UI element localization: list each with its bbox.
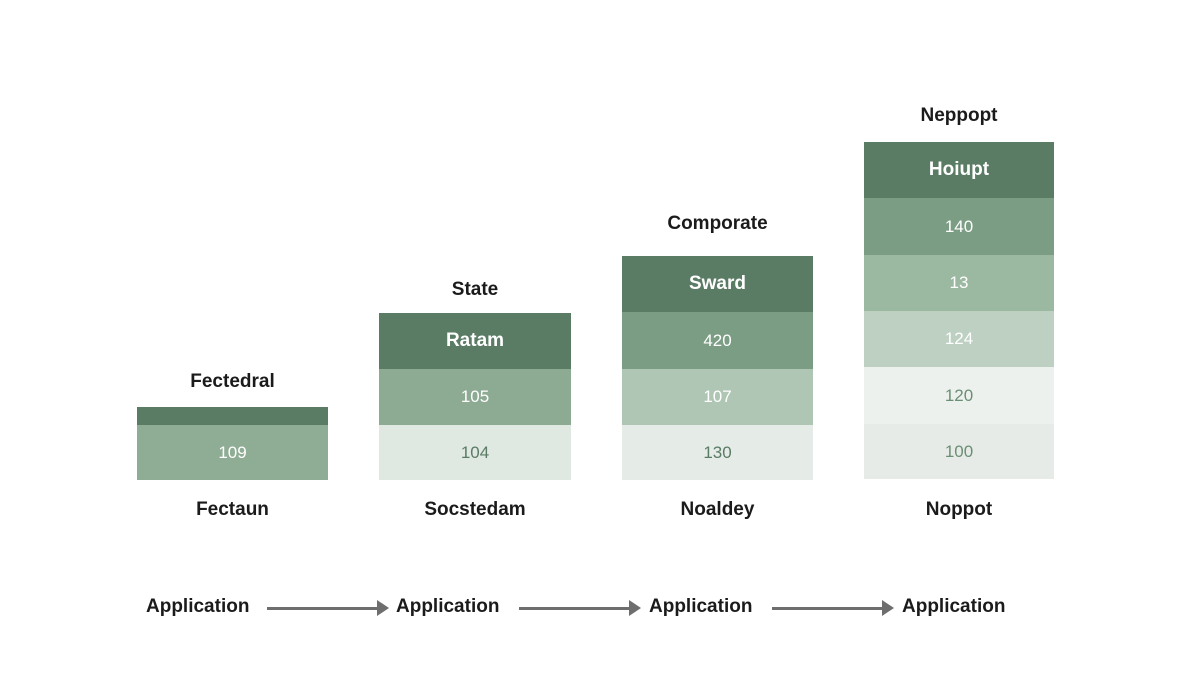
column-federal: Fectedral 109 Fectaun (137, 360, 328, 530)
column-title: Fectedral (190, 371, 275, 392)
block-stack: Sward 420 107 130 (622, 256, 813, 480)
column-nonprofit: Neppopt Hoiupt 140 13 124 120 100 Noppot (864, 100, 1054, 530)
column-label: Noaldey (680, 499, 755, 520)
column-label: Noppot (925, 499, 993, 520)
header-block: Sward (622, 256, 813, 312)
block-stack: 109 (137, 407, 328, 480)
value-block: 420 (622, 312, 813, 369)
header-block (137, 407, 328, 425)
block-stack: Hoiupt 140 13 124 120 100 (864, 142, 1054, 479)
flow-step: Application (649, 596, 753, 617)
header-block: Hoiupt (864, 142, 1054, 198)
column-state: State Ratam 105 104 Socstedam (379, 270, 571, 530)
block-stack: Ratam 105 104 (379, 313, 571, 480)
column-title: State (451, 279, 499, 300)
column-label: Fectaun (196, 499, 269, 520)
column-title: Comporate (667, 213, 768, 234)
column-label: Socstedam (424, 499, 526, 520)
header-block: Ratam (379, 313, 571, 369)
value-block: 140 (864, 198, 1054, 255)
value-block: 100 (864, 424, 1054, 479)
flow-step: Application (146, 596, 250, 617)
value-block: 124 (864, 311, 1054, 367)
arrow-right-icon (267, 598, 389, 618)
value-block: 105 (379, 369, 571, 425)
value-block: 13 (864, 255, 1054, 311)
value-block: 107 (622, 369, 813, 425)
column-title: Neppopt (920, 105, 998, 126)
value-block: 130 (622, 425, 813, 480)
arrow-right-icon (772, 598, 894, 618)
flow-step: Application (902, 596, 1006, 617)
column-corporate: Comporate Sward 420 107 130 Noaldey (622, 205, 813, 530)
arrow-right-icon (519, 598, 641, 618)
value-block: 109 (137, 425, 328, 480)
value-block: 104 (379, 425, 571, 480)
value-block: 120 (864, 367, 1054, 424)
flow-step: Application (396, 596, 500, 617)
